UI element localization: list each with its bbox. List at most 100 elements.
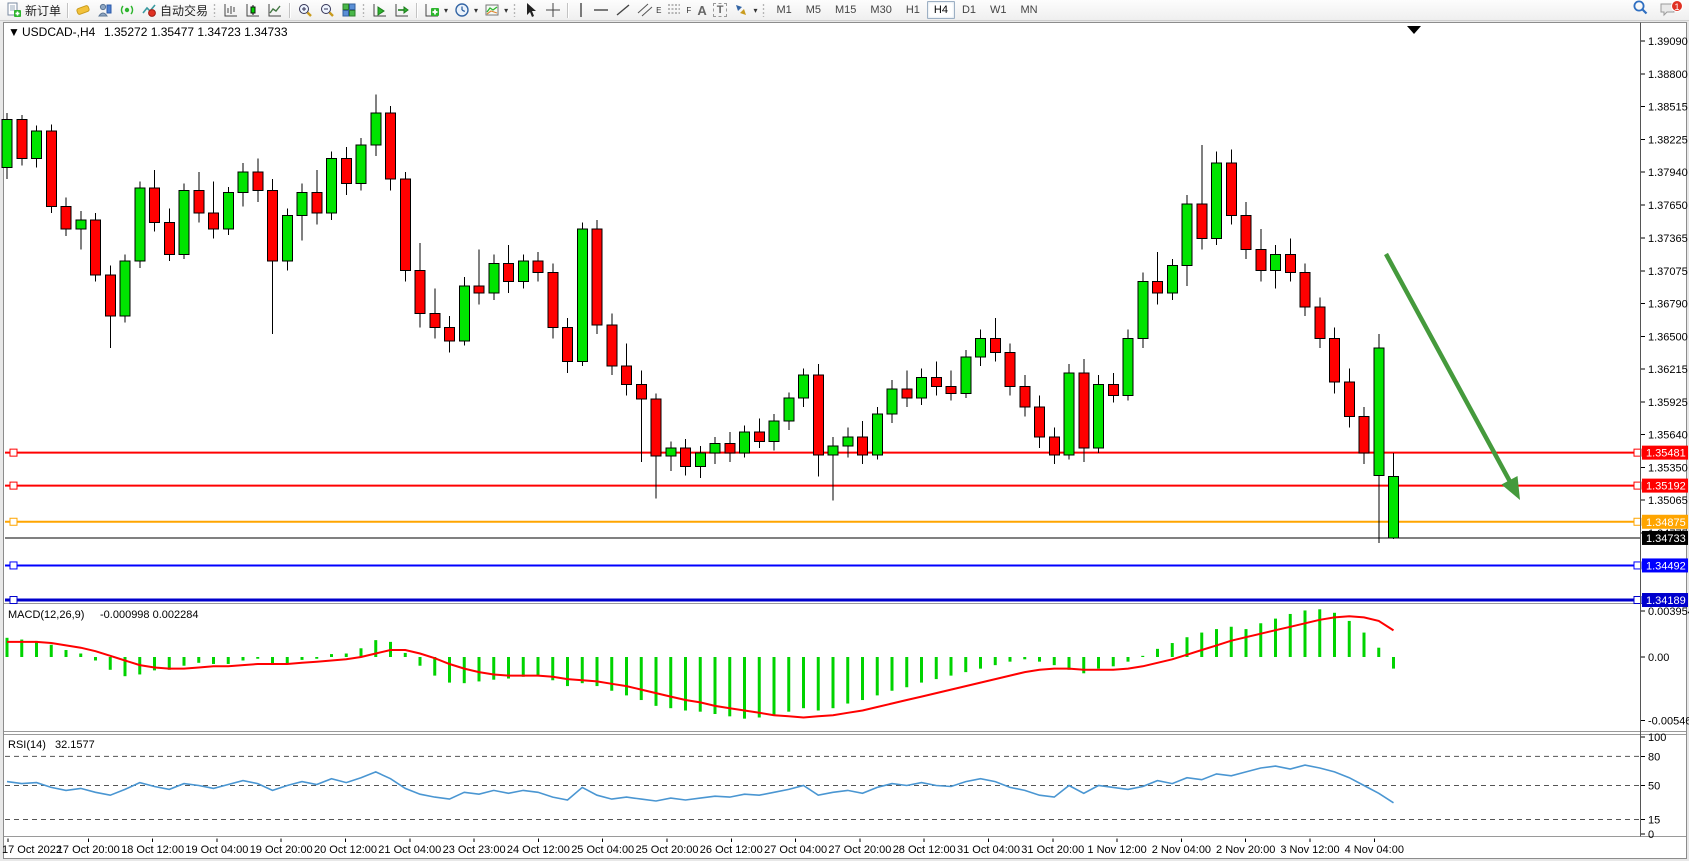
auto-trading-icon bbox=[141, 2, 157, 18]
trendline-tool-button[interactable] bbox=[612, 1, 634, 20]
line-handle[interactable] bbox=[9, 561, 18, 570]
x-axis-label: 31 Oct 04:00 bbox=[957, 844, 1020, 856]
timeframe-mn[interactable]: MN bbox=[1020, 4, 1038, 16]
candle bbox=[1063, 363, 1075, 460]
candle bbox=[1299, 263, 1311, 316]
zoom-in-icon bbox=[297, 2, 313, 18]
notifications-button[interactable]: 1 bbox=[1659, 0, 1683, 19]
line-handle[interactable] bbox=[1633, 596, 1642, 605]
bar-chart-type-button[interactable] bbox=[220, 1, 242, 20]
arrows-tool-button[interactable]: ▾ bbox=[730, 1, 760, 20]
text-tool-button[interactable]: A bbox=[694, 1, 709, 20]
new-order-button[interactable]: 新订单 bbox=[3, 1, 64, 20]
line-handle[interactable] bbox=[9, 517, 18, 526]
line-handle[interactable] bbox=[1633, 561, 1642, 570]
horizontal-line-object[interactable] bbox=[5, 517, 1642, 526]
text-icon: A bbox=[697, 2, 707, 18]
timeframe-m5[interactable]: M5 bbox=[805, 4, 822, 16]
timeframe-d1[interactable]: D1 bbox=[961, 4, 977, 16]
auto-scroll-button[interactable] bbox=[369, 1, 391, 20]
chart-shift-icon bbox=[394, 2, 410, 18]
vertical-line-icon bbox=[575, 2, 587, 18]
candle bbox=[503, 245, 514, 294]
equidistant-channel-tool-button[interactable]: E bbox=[634, 1, 664, 20]
zoom-in-button[interactable] bbox=[294, 1, 316, 20]
price-tick-label: 1.37940 bbox=[1648, 167, 1688, 179]
timeframe-w1[interactable]: W1 bbox=[990, 4, 1007, 16]
text-label-tool-button[interactable]: T bbox=[710, 1, 731, 20]
tile-windows-button[interactable] bbox=[338, 1, 360, 20]
cursor-tool-button[interactable] bbox=[520, 1, 542, 20]
timeframe-m15[interactable]: M15 bbox=[835, 4, 857, 16]
timeframe-m1[interactable]: M1 bbox=[776, 4, 792, 16]
candle bbox=[1137, 272, 1149, 348]
template-button[interactable]: ▾ bbox=[481, 1, 511, 20]
chart-shift-button[interactable] bbox=[391, 1, 413, 20]
svg-text:1.34733: 1.34733 bbox=[1646, 533, 1686, 545]
price-tick-label: 1.35925 bbox=[1648, 397, 1688, 409]
chart-ohlc-values: 1.35272 1.35477 1.34723 1.34733 bbox=[104, 25, 288, 39]
timeframe-h4[interactable]: H4 bbox=[926, 1, 955, 19]
candle bbox=[267, 179, 278, 335]
x-axis-label: 20 Oct 12:00 bbox=[314, 844, 377, 856]
line-chart-type-button[interactable] bbox=[264, 1, 286, 20]
candle bbox=[812, 363, 824, 477]
candle bbox=[1107, 372, 1119, 403]
search-icon[interactable] bbox=[1632, 0, 1649, 21]
candle bbox=[753, 418, 765, 449]
line-handle[interactable] bbox=[1633, 448, 1642, 457]
line-handle[interactable] bbox=[1633, 517, 1642, 526]
candle bbox=[414, 242, 426, 328]
trend-arrow-annotation[interactable] bbox=[1384, 252, 1520, 500]
candle bbox=[842, 427, 854, 458]
timeframe-m30[interactable]: M30 bbox=[870, 4, 892, 16]
candle bbox=[1388, 453, 1399, 540]
x-axis-label: 2 Nov 04:00 bbox=[1152, 844, 1211, 856]
candle bbox=[857, 420, 868, 465]
add-indicator-button[interactable]: ▾ bbox=[421, 1, 451, 20]
candle bbox=[665, 441, 677, 472]
auto-scroll-icon bbox=[372, 2, 388, 18]
candle bbox=[31, 125, 42, 168]
symbol-dropdown-icon[interactable]: ▼ bbox=[8, 25, 20, 39]
candle bbox=[1343, 368, 1355, 428]
rsi-tick-label: 100 bbox=[1648, 732, 1666, 744]
line-handle[interactable] bbox=[9, 596, 18, 605]
line-handle[interactable] bbox=[9, 448, 18, 457]
chart-shift-marker[interactable] bbox=[1407, 26, 1421, 34]
fibonacci-icon bbox=[667, 2, 683, 18]
community-button[interactable] bbox=[94, 1, 116, 20]
candle bbox=[399, 172, 411, 282]
timeframe-h1[interactable]: H1 bbox=[905, 4, 920, 16]
x-axis-label: 19 Oct 20:00 bbox=[250, 844, 313, 856]
crosshair-tool-button[interactable] bbox=[542, 1, 564, 20]
candle bbox=[739, 425, 750, 458]
candle bbox=[827, 436, 839, 501]
signal-button[interactable] bbox=[116, 1, 138, 20]
candle bbox=[1166, 258, 1178, 300]
horizontal-line-tool-button[interactable] bbox=[590, 1, 612, 20]
candle-chart-type-button[interactable] bbox=[242, 1, 264, 20]
x-axis-label: 23 Oct 23:00 bbox=[443, 844, 506, 856]
candle bbox=[517, 254, 529, 289]
rsi-value: 32.1577 bbox=[55, 739, 95, 751]
x-axis-label: 28 Oct 12:00 bbox=[893, 844, 956, 856]
rsi-tick-label: 50 bbox=[1648, 781, 1660, 793]
highlighter-button[interactable] bbox=[72, 1, 94, 20]
line-handle[interactable] bbox=[1633, 481, 1642, 490]
periods-button[interactable]: ▾ bbox=[451, 1, 481, 20]
candle bbox=[149, 169, 160, 232]
fibonacci-tool-button[interactable]: F bbox=[664, 1, 694, 20]
x-axis-label: 24 Oct 12:00 bbox=[507, 844, 570, 856]
candle bbox=[1093, 375, 1104, 453]
x-axis-label: 25 Oct 20:00 bbox=[636, 844, 699, 856]
vertical-line-tool-button[interactable] bbox=[572, 1, 590, 20]
candle bbox=[193, 172, 205, 223]
candle bbox=[1078, 359, 1090, 462]
line-handle[interactable] bbox=[9, 481, 18, 490]
candle bbox=[134, 181, 146, 268]
candle bbox=[975, 329, 986, 367]
candle bbox=[311, 169, 323, 225]
auto-trading-button[interactable]: 自动交易 bbox=[138, 1, 211, 20]
zoom-out-button[interactable] bbox=[316, 1, 338, 20]
